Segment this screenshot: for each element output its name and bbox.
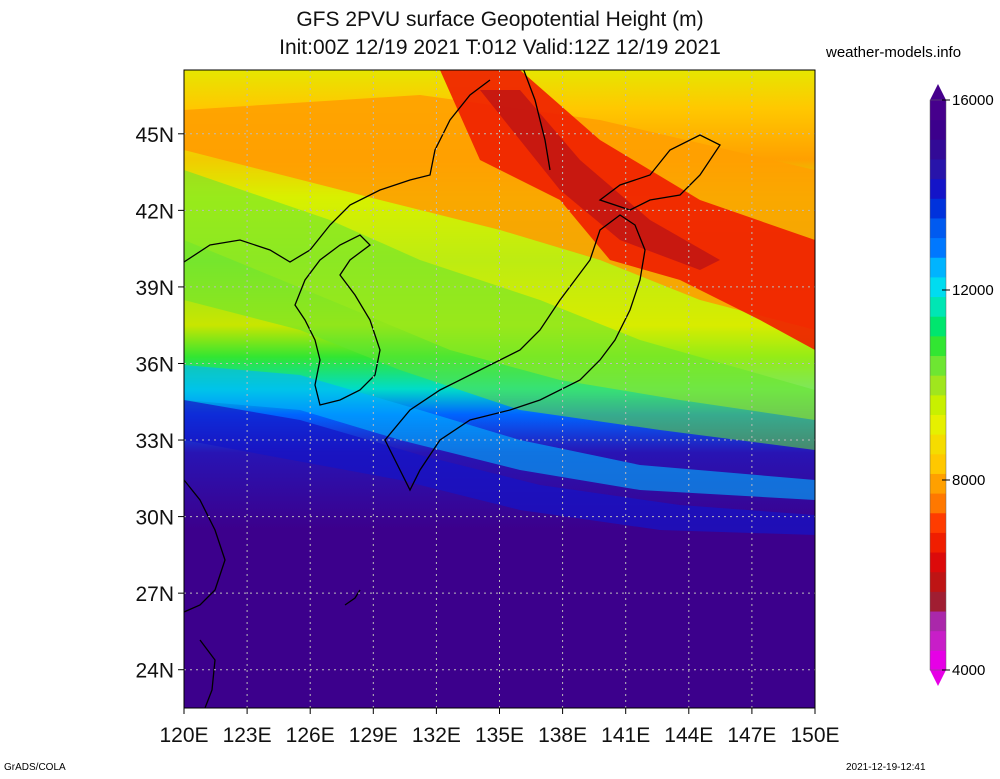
colorbar-segment [930,434,946,455]
coast-hokkaido [598,134,721,211]
colorbar-segment [930,355,946,376]
height-field [184,70,815,708]
colorbar-segment [930,158,946,180]
colorbar-segment [930,375,946,396]
coast-china-russia [184,79,491,263]
lon-tick-label: 138E [538,724,587,747]
field-band-blue [184,400,815,535]
colorbar-max-arrow [930,84,946,100]
colorbar-segment [930,237,946,258]
coast-taiwan [199,639,216,708]
colorbar-segment [930,276,946,298]
colorbar: 16000 12000 8000 4000 [929,84,994,686]
lon-tick-label: 144E [664,724,713,747]
lat-tick-label: 24N [135,660,174,683]
lon-tick-label: 120E [159,724,208,747]
colorbar-segment [930,473,946,494]
colorbar-segment [930,414,946,435]
colorbar-segment [930,335,946,357]
colorbar-segment [930,571,946,592]
colorbar-label: 8000 [952,472,985,489]
lon-tick-label: 150E [790,724,839,747]
lon-tick-label: 123E [223,724,272,747]
colorbar-segment [930,257,946,278]
lat-tick-label: 27N [135,583,174,606]
software-credit: GrADS/COLA [4,762,66,773]
colorbar-label: 12000 [952,282,994,299]
map-title-line2: Init:00Z 12/19 2021 T:012 Valid:12Z 12/1… [279,36,721,59]
colorbar-segment [930,217,946,239]
colorbar-segment [930,296,946,317]
lat-tick-label: 33N [135,430,174,453]
lat-axis: 24N 27N 30N 33N 36N 39N 42N 45N [135,124,184,683]
coast-japan-honshu [384,214,646,492]
site-credit: weather-models.info [826,44,962,61]
colorbar-outline [929,99,947,671]
colorbar-segment [930,611,946,632]
field-core-darkred [480,90,720,270]
colorbar-segment [930,316,946,337]
colorbar-segment [930,119,946,140]
colorbar-segment [930,394,946,415]
colorbar-label: 4000 [952,662,985,679]
lon-tick-label: 147E [727,724,776,747]
colorbar-segment [930,591,946,612]
lon-tick-label: 132E [412,724,461,747]
lat-tick-label: 30N [135,507,174,530]
lat-tick-label: 45N [135,124,174,147]
colorbar-segment [930,512,946,533]
colorbar-label: 16000 [952,92,994,109]
map-title-line1: GFS 2PVU surface Geopotential Height (m) [296,8,704,31]
colorbar-segment [930,532,946,553]
generation-timestamp: 2021-12-19-12:41 [846,762,926,773]
lon-tick-label: 135E [475,724,524,747]
colorbar-segment [930,453,946,474]
colorbar-segment [930,493,946,514]
lat-tick-label: 36N [135,353,174,376]
lat-tick-label: 42N [135,200,174,223]
lon-tick-label: 129E [349,724,398,747]
colorbar-min-arrow [930,670,946,686]
lon-axis: 120E 123E 126E 129E 132E 135E 138E 141E 144E 147E… [159,708,840,747]
colorbar-segment [930,650,946,671]
coast-korea [294,234,381,406]
lon-tick-label: 141E [601,724,650,747]
colorbar-segment [930,178,946,199]
coast-sakhalin [523,70,551,171]
colorbar-segment [930,630,946,651]
lat-tick-label: 39N [135,277,174,300]
coastlines [184,70,721,708]
colorbar-segment [930,139,946,160]
lon-tick-label: 126E [286,724,335,747]
colorbar-segment [930,552,946,573]
coast-china-east [184,479,226,613]
colorbar-segment [930,198,946,219]
colorbar-segment [930,100,946,121]
